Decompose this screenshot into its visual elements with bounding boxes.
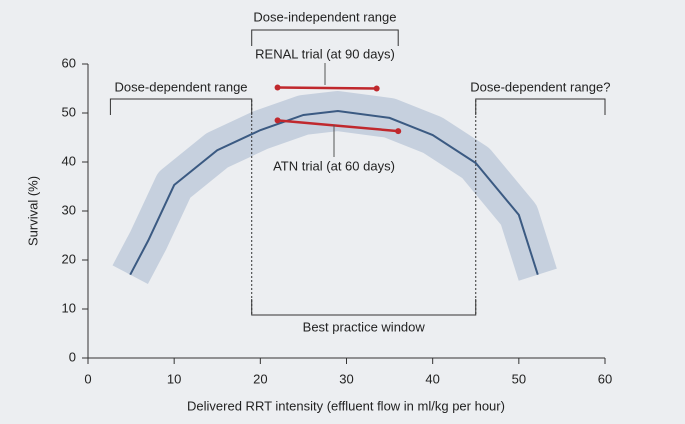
y-tick-label: 20 (62, 251, 76, 266)
annotation-label: Dose-dependent range? (470, 79, 610, 94)
trial-line (277, 119, 399, 133)
trial-point (274, 117, 281, 124)
trial-point (274, 84, 281, 91)
trial-point (373, 85, 380, 92)
survival-curve (129, 110, 539, 276)
x-tick-label: 60 (598, 371, 612, 386)
bracket (251, 29, 399, 46)
y-tick-label: 60 (62, 55, 76, 70)
bracket (109, 98, 253, 115)
series-label: RENAL trial (at 90 days) (255, 46, 395, 61)
trial-point (395, 128, 402, 135)
bracket (251, 299, 477, 316)
x-tick-label: 0 (84, 371, 91, 386)
y-tick-label: 50 (62, 104, 76, 119)
x-tick-label: 40 (425, 371, 439, 386)
x-axis-label: Delivered RRT intensity (effluent flow i… (187, 398, 505, 413)
y-tick-label: 10 (62, 300, 76, 315)
annotation-label: Dose-dependent range (115, 79, 248, 94)
x-tick-label: 30 (339, 371, 353, 386)
y-tick-label: 30 (62, 202, 76, 217)
x-tick-label: 10 (167, 371, 181, 386)
trial-line (277, 86, 377, 90)
annotation-label: Best practice window (303, 319, 426, 334)
x-tick-label: 50 (512, 371, 526, 386)
bracket (475, 98, 606, 115)
annotation-label: Dose-independent range (253, 9, 396, 24)
y-axis-label: Survival (%) (25, 176, 40, 246)
y-tick-label: 0 (69, 349, 76, 364)
x-tick-label: 20 (253, 371, 267, 386)
series-label: ATN trial (at 60 days) (273, 158, 395, 173)
y-tick-label: 40 (62, 153, 76, 168)
